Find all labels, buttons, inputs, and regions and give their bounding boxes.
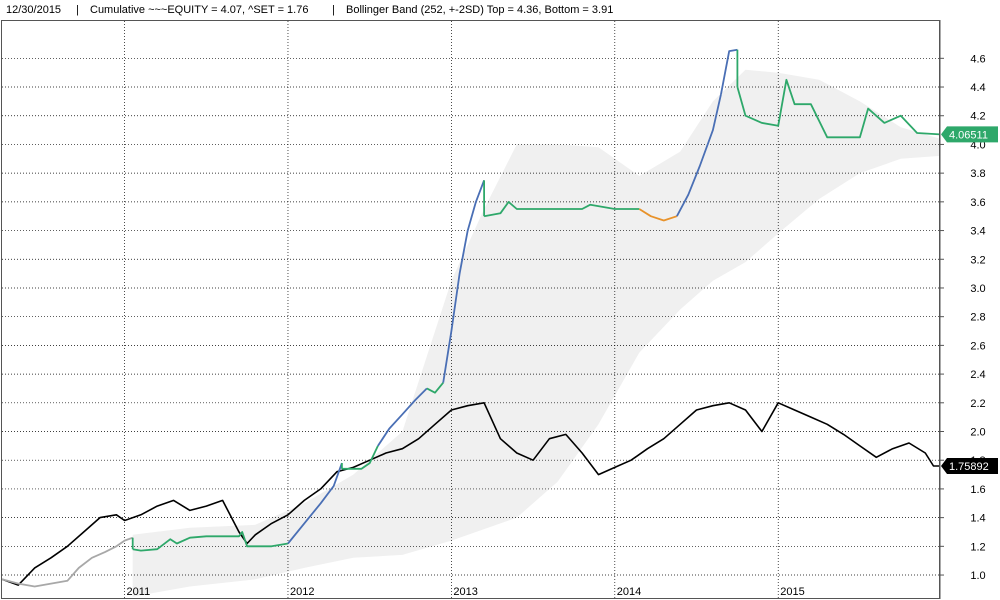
y-tick-label: 3.0 xyxy=(970,283,985,295)
equity-segment-flat xyxy=(341,445,379,470)
y-tick-label: 3.6 xyxy=(970,197,985,209)
set-last-value-label: 1.75892 xyxy=(941,457,998,474)
y-tick-label: 1.0 xyxy=(970,570,985,582)
equity-segment-flat xyxy=(131,531,289,552)
equity-last-value-label: 4.06511 xyxy=(941,126,998,143)
y-tick-label: 2.4 xyxy=(970,369,985,381)
header-date: 12/30/2015 xyxy=(6,4,61,16)
y-tick-label: 3.4 xyxy=(970,226,985,238)
equity-segment-rising xyxy=(442,179,485,383)
header-cumulative: Cumulative ~~~EQUITY = 4.07, ^SET = 1.76 xyxy=(90,4,308,16)
equity-segment-line xyxy=(442,179,485,383)
equity-segment-rising xyxy=(377,387,428,447)
y-axis-ticks: 1.01.21.41.61.82.02.22.42.62.83.03.23.43… xyxy=(940,53,986,582)
equity-segment-flat xyxy=(426,382,444,394)
equity-segment-flat xyxy=(483,180,640,218)
y-tick-label: 4.0 xyxy=(970,139,985,151)
equity-segment-line xyxy=(377,387,428,447)
equity-segment-line xyxy=(483,201,640,218)
equity-segment-line xyxy=(676,94,722,217)
y-tick-label: 2.0 xyxy=(970,427,985,439)
y-tick-label: 3.2 xyxy=(970,254,985,266)
y-tick-label: 1.2 xyxy=(970,541,985,553)
equity-segment-line xyxy=(287,462,343,545)
equity-segment-line xyxy=(426,382,444,394)
header-separator-1: | xyxy=(76,4,79,16)
equity-segment-rising xyxy=(287,462,343,545)
grid-layer xyxy=(2,21,940,598)
equity-label-text: 4.06511 xyxy=(949,129,988,141)
x-tick-label-2012: 2012 xyxy=(290,586,314,598)
x-tick-label-2013: 2013 xyxy=(453,586,477,598)
equity-segment-early xyxy=(1,536,134,588)
equity-segment-rising xyxy=(720,48,738,95)
series-layer xyxy=(1,48,941,588)
set-label-background xyxy=(941,457,998,474)
y-tick-label: 3.8 xyxy=(970,168,985,180)
y-tick-label: 2.8 xyxy=(970,312,985,324)
equity-segment-line xyxy=(638,208,678,222)
bollinger-band-area xyxy=(132,69,940,597)
set-series-line xyxy=(1,402,940,586)
equity-segment-line xyxy=(1,536,134,588)
y-tick-label: 4.2 xyxy=(970,111,985,123)
y-tick-label: 1.4 xyxy=(970,513,985,525)
equity-segment-line xyxy=(341,445,379,470)
x-tick-label-2011: 2011 xyxy=(127,586,151,598)
bollinger-band-layer xyxy=(132,69,940,597)
y-tick-label: 4.6 xyxy=(970,53,985,65)
set-label-text: 1.75892 xyxy=(949,461,989,473)
equity-segment-line xyxy=(736,78,941,139)
equity-segment-rising xyxy=(676,94,722,217)
header-bollinger: Bollinger Band (252, +-2SD) Top = 4.36, … xyxy=(346,4,613,16)
y-tick-label: 4.4 xyxy=(970,82,985,94)
equity-segment-flat xyxy=(736,49,941,139)
x-tick-label-2014: 2014 xyxy=(617,586,641,598)
y-tick-label: 2.6 xyxy=(970,340,985,352)
equity-segment-dip xyxy=(638,208,678,222)
header-separator-2: | xyxy=(332,4,335,16)
y-tick-label: 2.2 xyxy=(970,398,985,410)
x-tick-label-2015: 2015 xyxy=(780,586,804,598)
x-axis-ticks: 2011 2012 2013 2014 2015 xyxy=(127,586,805,598)
y-tick-label: 1.6 xyxy=(970,484,985,496)
equity-segment-line xyxy=(132,531,289,552)
equity-label-background xyxy=(941,126,998,143)
equity-segment-line xyxy=(720,48,738,95)
